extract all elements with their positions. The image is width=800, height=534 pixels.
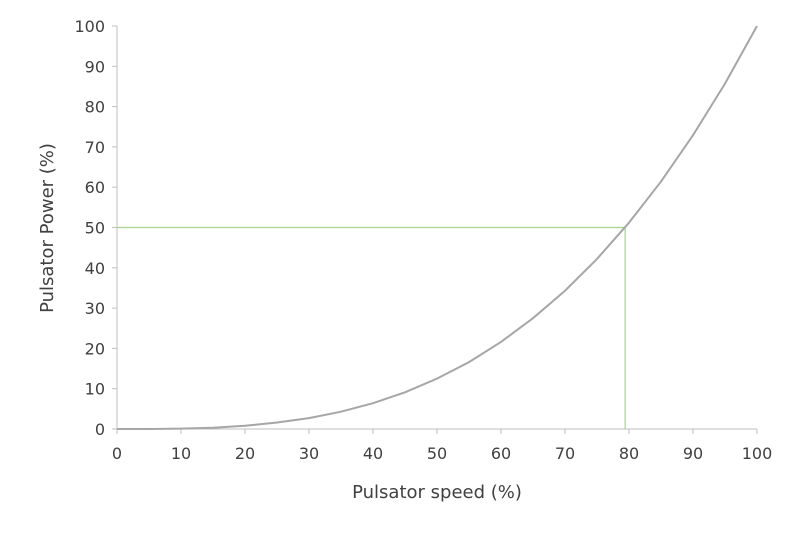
y-tick-label: 100 bbox=[74, 17, 105, 36]
y-tick-label: 80 bbox=[85, 98, 105, 117]
x-tick-label: 100 bbox=[742, 444, 773, 463]
x-tick-label: 0 bbox=[112, 444, 122, 463]
x-tick-label: 40 bbox=[363, 444, 383, 463]
y-tick-label: 90 bbox=[85, 57, 105, 76]
x-tick-label: 70 bbox=[555, 444, 575, 463]
x-tick-label: 20 bbox=[235, 444, 255, 463]
y-tick-label: 60 bbox=[85, 178, 105, 197]
y-tick-label: 0 bbox=[95, 420, 105, 439]
y-tick-label: 30 bbox=[85, 299, 105, 318]
x-tick-label: 30 bbox=[299, 444, 319, 463]
y-tick-label: 70 bbox=[85, 138, 105, 157]
y-tick-label: 50 bbox=[85, 219, 105, 238]
x-tick-label: 80 bbox=[619, 444, 639, 463]
x-tick-label: 50 bbox=[427, 444, 447, 463]
power-curve-line bbox=[117, 25, 758, 430]
x-tick-label: 10 bbox=[171, 444, 191, 463]
x-axis-title: Pulsator speed (%) bbox=[352, 482, 522, 503]
y-tick-label: 10 bbox=[85, 380, 105, 399]
x-tick-label: 90 bbox=[683, 444, 703, 463]
y-axis-title: Pulsator Power (%) bbox=[37, 143, 58, 313]
x-tick-label: 60 bbox=[491, 444, 511, 463]
y-tick-label: 20 bbox=[85, 339, 105, 358]
y-tick-label: 40 bbox=[85, 259, 105, 278]
